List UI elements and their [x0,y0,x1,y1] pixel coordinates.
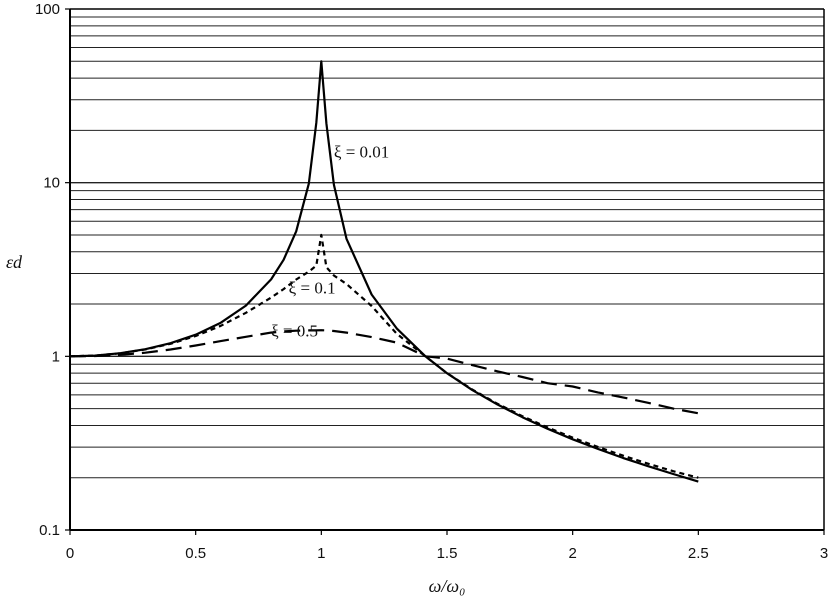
grid-lines [70,16,824,479]
x-tick-label: 1 [317,545,325,562]
y-tick-label: 100 [35,1,60,18]
x-axis-label: ω/ω₀ [429,576,466,596]
y-axis-label: εd [6,252,23,272]
y-tick-label: 10 [43,175,60,192]
x-tick-label: 0.5 [185,545,206,562]
series-line-1 [69,233,699,479]
series-annotation: ξ = 0.5 [271,322,318,341]
axis-labels: ω/ω₀ εd [6,252,465,596]
y-tick-label: 1 [52,348,60,365]
axes [69,8,825,531]
y-tick-label: 0.1 [39,522,60,539]
tick-labels: 0 0.5 1 1.5 2 2.5 3 0.1 1 10 100 [35,1,828,562]
x-tick-label: 2 [568,545,576,562]
x-tick-label: 0 [66,545,74,562]
x-tick-label: 3 [820,545,828,562]
series-annotation: ξ = 0.01 [334,142,389,161]
series-group [69,60,699,483]
series-annotation: ξ = 0.1 [289,279,336,298]
x-tick-label: 2.5 [688,545,709,562]
series-line-0 [69,60,699,483]
x-tick-label: 1.5 [437,545,458,562]
annotations: ξ = 0.01 ξ = 0.1 ξ = 0.5 [271,142,389,340]
series-line-2 [69,329,699,415]
